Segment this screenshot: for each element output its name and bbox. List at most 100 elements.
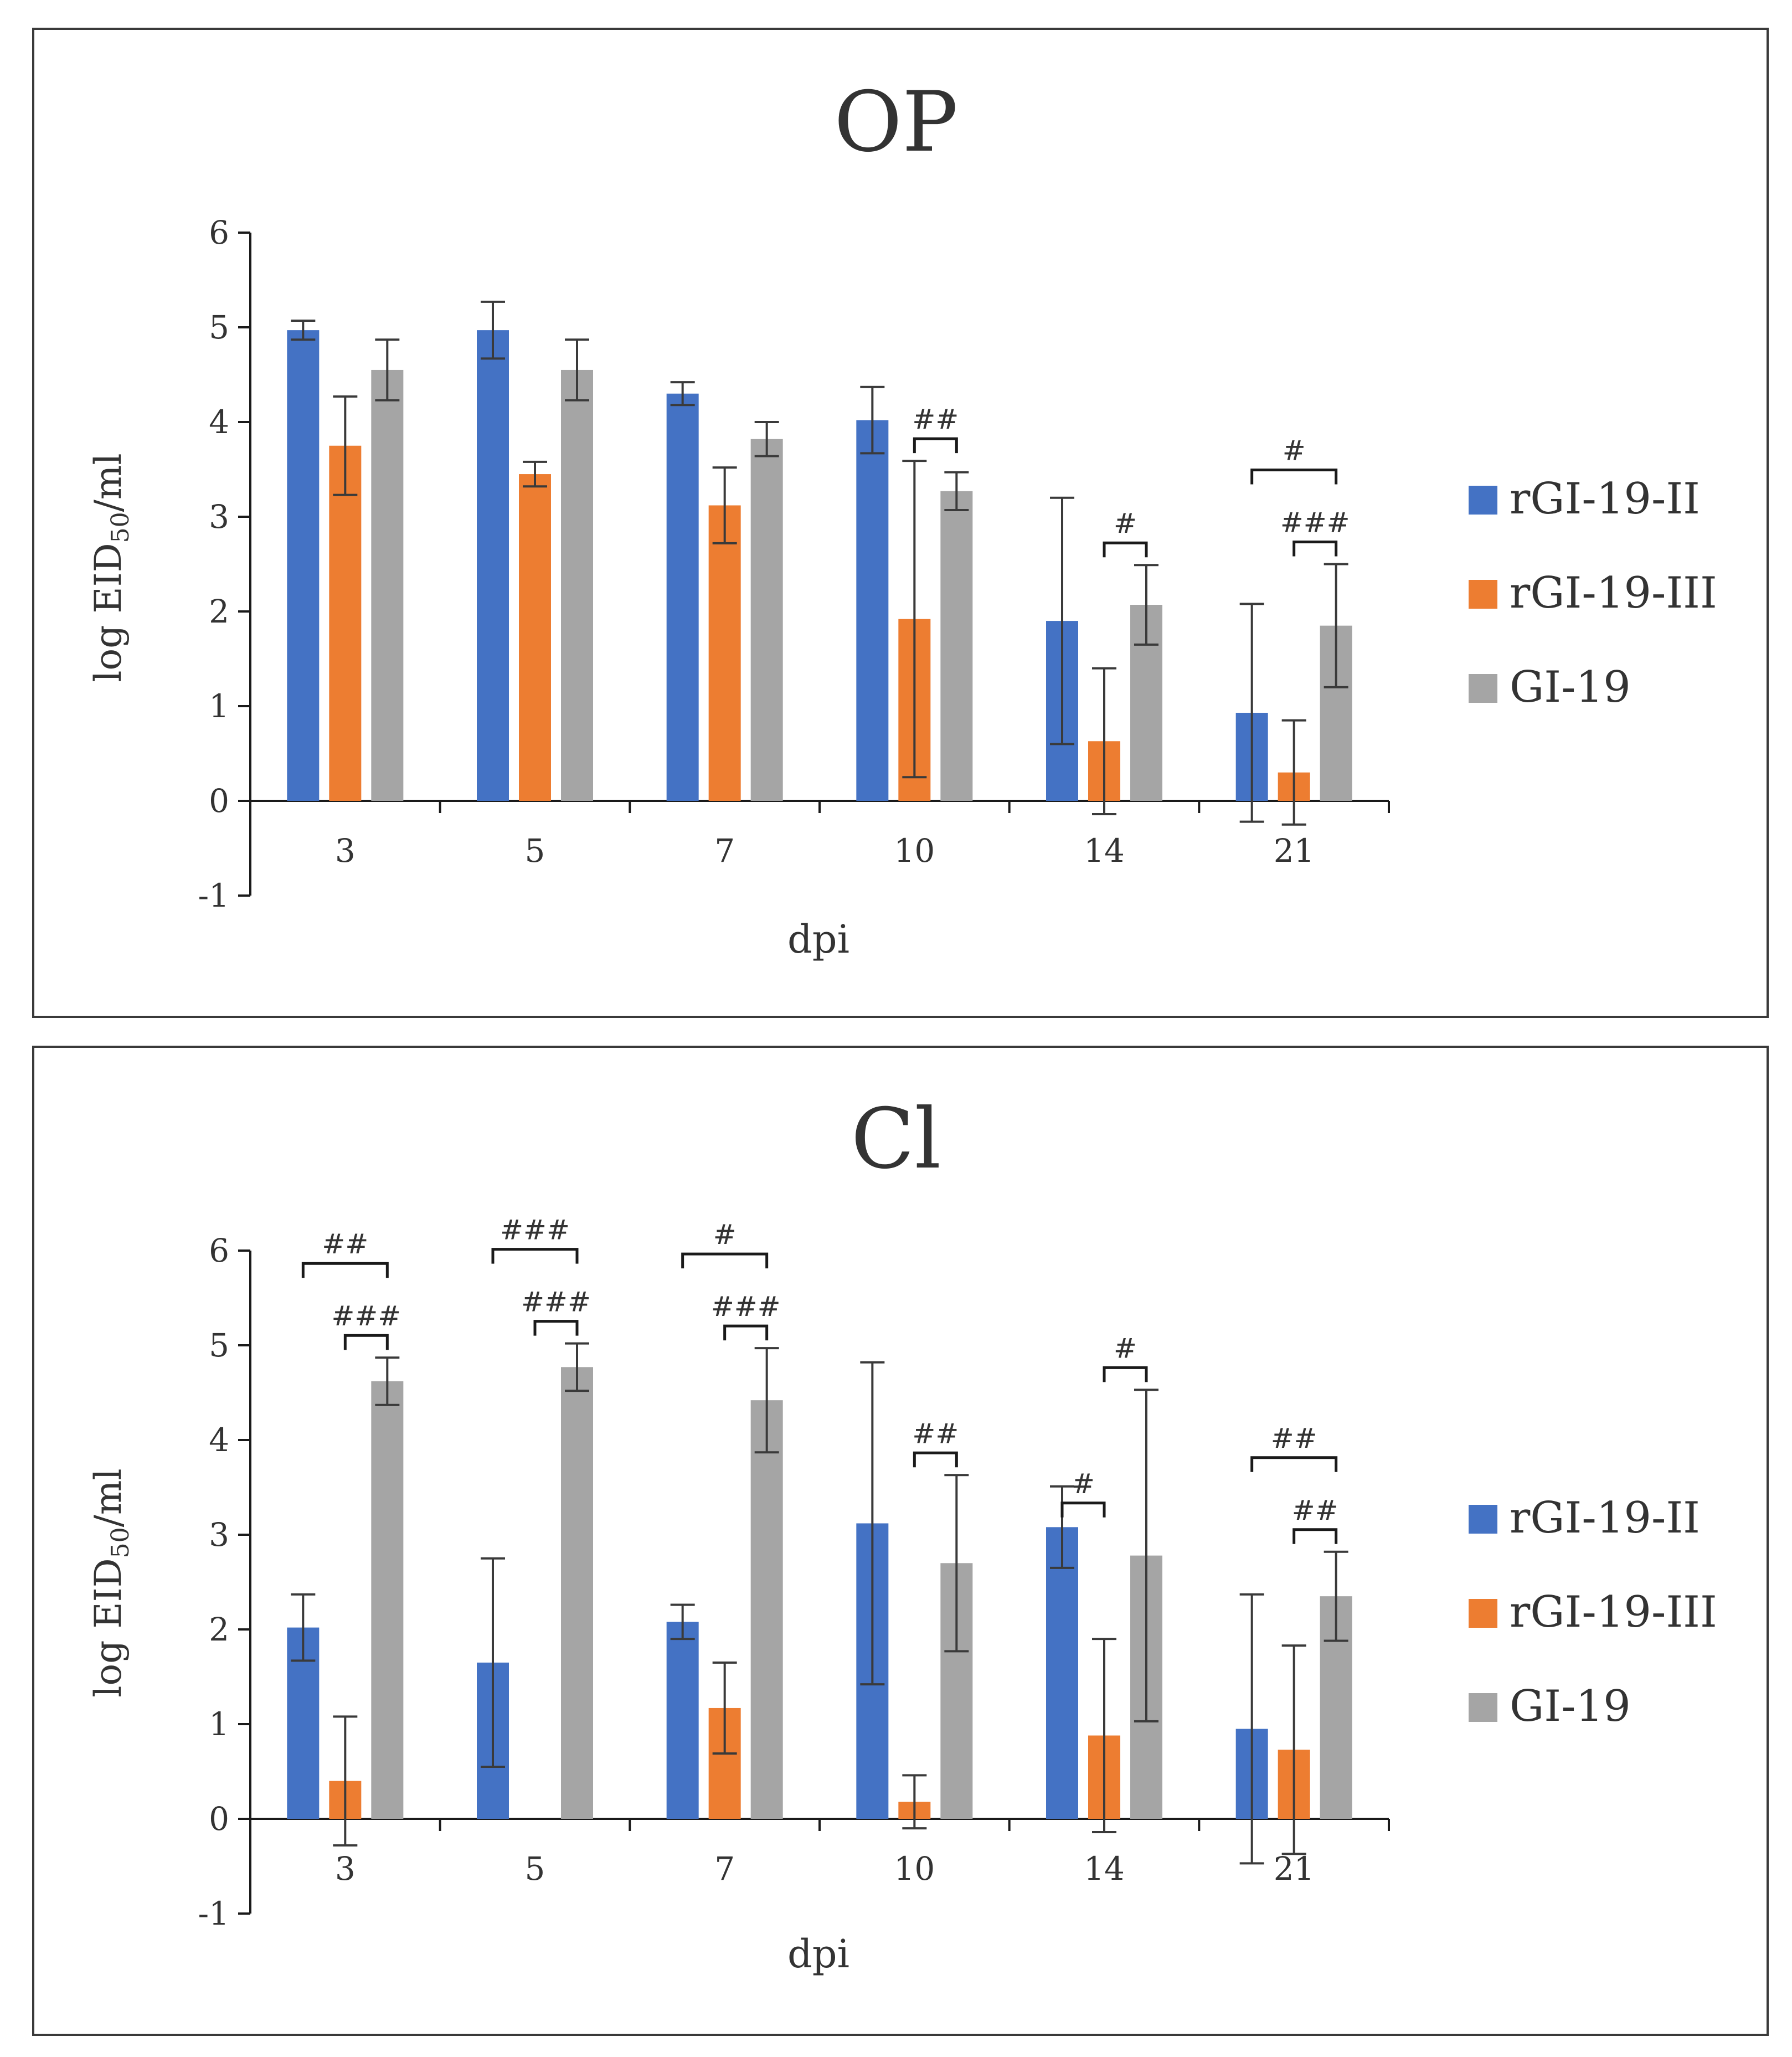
cl-significance-bracket [723, 1324, 769, 1341]
cl-x-tick-label: 21 [1274, 1850, 1315, 1888]
cl-y-tick-label: 2 [209, 1611, 229, 1648]
op-x-tick-label: 7 [714, 832, 735, 870]
cl-y-tick-label: 3 [209, 1516, 229, 1554]
op-bar-gi-19 [750, 439, 783, 801]
op-bar-gi-19 [940, 491, 973, 801]
op-significance-bracket [1250, 469, 1338, 485]
cl-significance-bracket [1250, 1456, 1338, 1472]
cl-significance-label: ## [1292, 1494, 1338, 1526]
cl-significance-label: ## [912, 1417, 959, 1449]
cl-significance-bracket [343, 1334, 389, 1350]
op-y-tick-label: 1 [209, 687, 229, 725]
cl-bar-rgi-19-ii [666, 1622, 699, 1819]
op-bar-rgi-19-iii [708, 505, 741, 801]
op-bar-rgi-19-ii [666, 393, 699, 801]
op-significance-label: ## [912, 403, 959, 435]
op-significance-label: ### [1280, 507, 1350, 539]
cl-legend-label-rgi-19-ii: rGI-19-II [1510, 1493, 1700, 1543]
op-legend-swatch-gi-19 [1469, 674, 1497, 703]
cl-y-tick-label: -1 [198, 1895, 230, 1932]
cl-legend-label-gi-19: GI-19 [1510, 1681, 1631, 1731]
op-y-tick-label: 6 [209, 214, 229, 251]
cl-y-tick-label: 6 [209, 1232, 229, 1269]
op-bar-gi-19 [561, 369, 593, 801]
op-x-tick-label: 21 [1274, 832, 1315, 870]
op-legend-label-rgi-19-iii: rGI-19-III [1510, 568, 1717, 618]
cl-significance-bracket [913, 1451, 958, 1468]
op-legend: rGI-19-II rGI-19-III GI-19 [1469, 474, 1717, 712]
op-bar-rgi-19-ii [477, 330, 509, 801]
op-bar-rgi-19-ii [856, 420, 889, 801]
op-y-tick-label: 3 [209, 498, 229, 536]
cl-x-axis-label: dpi [787, 1931, 849, 1977]
cl-significance-bracket [1060, 1501, 1106, 1518]
cl-bar-gi-19 [750, 1400, 783, 1819]
op-significance-bracket [1103, 541, 1148, 558]
cl-significance-label: # [1072, 1468, 1095, 1500]
cl-panel-frame [32, 1046, 1769, 2036]
op-y-tick-label: 0 [209, 782, 229, 820]
cl-significance-bracket [301, 1262, 389, 1278]
cl-bar-rgi-19-ii [1046, 1527, 1078, 1819]
op-y-tick-label: 2 [209, 593, 229, 630]
cl-bar-gi-19 [371, 1381, 404, 1819]
cl-significance-label: # [713, 1218, 737, 1251]
cl-significance-label: ### [500, 1214, 570, 1246]
cl-y-axis-label: log EID50/ml [87, 1468, 135, 1697]
cl-x-tick-label: 3 [335, 1850, 356, 1888]
op-x-tick-label: 3 [335, 832, 356, 870]
cl-significance-bracket [533, 1320, 579, 1336]
op-y-tick-label: 5 [209, 308, 229, 346]
op-bar-rgi-19-ii [287, 330, 320, 801]
op-x-axis-label: dpi [787, 917, 849, 962]
op-legend-label-rgi-19-ii: rGI-19-II [1510, 474, 1700, 524]
op-panel-frame [32, 28, 1769, 1018]
cl-significance-bracket [1103, 1366, 1148, 1382]
cl-significance-label: ### [331, 1300, 401, 1332]
cl-legend-swatch-rgi-19-ii [1469, 1505, 1497, 1534]
op-chart-title: OP [834, 74, 958, 171]
cl-x-tick-label: 14 [1084, 1850, 1125, 1888]
cl-y-tick-label: 1 [209, 1705, 229, 1743]
cl-legend-swatch-rgi-19-iii [1469, 1599, 1497, 1628]
cl-x-tick-label: 5 [525, 1850, 545, 1888]
cl-y-tick-label: 5 [209, 1326, 229, 1364]
cl-significance-label: # [1114, 1332, 1137, 1364]
cl-significance-label: ## [1271, 1422, 1317, 1454]
op-y-tick-label: -1 [198, 877, 230, 914]
cl-x-tick-label: 7 [714, 1850, 735, 1888]
cl-chart-title: Cl [851, 1091, 941, 1187]
op-legend-swatch-rgi-19-iii [1469, 580, 1497, 609]
op-legend-label-gi-19: GI-19 [1510, 662, 1631, 712]
cl-bar-gi-19 [561, 1367, 593, 1819]
cl-significance-bracket [681, 1252, 769, 1269]
cl-significance-label: ### [521, 1286, 591, 1318]
cl-significance-label: ## [322, 1228, 368, 1260]
op-legend-swatch-rgi-19-ii [1469, 486, 1497, 515]
op-y-axis-label: log EID50/ml [87, 453, 135, 682]
cl-legend-swatch-gi-19 [1469, 1693, 1497, 1722]
cl-legend-label-rgi-19-iii: rGI-19-III [1510, 1587, 1717, 1637]
cl-significance-label: ### [711, 1290, 781, 1323]
cl-significance-bracket [1292, 1528, 1338, 1544]
cl-x-tick-label: 10 [894, 1850, 935, 1888]
cl-y-tick-label: 4 [209, 1421, 229, 1459]
op-bar-gi-19 [371, 369, 404, 801]
op-significance-bracket [913, 437, 958, 454]
op-significance-label: # [1283, 435, 1306, 467]
op-bar-rgi-19-iii [519, 474, 551, 801]
op-x-tick-label: 10 [894, 832, 935, 870]
cl-significance-bracket [491, 1248, 579, 1264]
op-significance-bracket [1292, 541, 1338, 557]
op-y-tick-label: 4 [209, 403, 229, 441]
op-significance-label: # [1114, 507, 1137, 539]
op-x-tick-label: 5 [525, 832, 545, 870]
cl-y-tick-label: 0 [209, 1800, 229, 1838]
op-bar-rgi-19-iii [329, 445, 362, 801]
cl-legend: rGI-19-II rGI-19-III GI-19 [1469, 1493, 1717, 1731]
